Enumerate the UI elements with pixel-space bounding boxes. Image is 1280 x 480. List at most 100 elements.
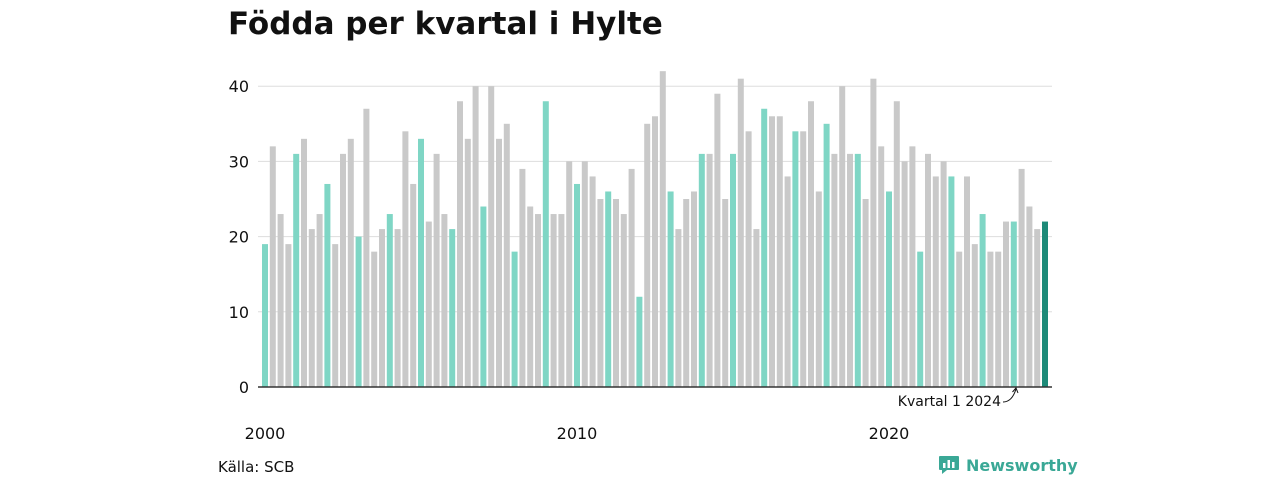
bar bbox=[730, 153, 736, 387]
bar bbox=[433, 153, 440, 387]
bar bbox=[410, 183, 417, 387]
y-tick-label: 20 bbox=[229, 228, 249, 247]
bar bbox=[496, 138, 502, 387]
bar bbox=[1034, 229, 1041, 387]
y-tick-label: 0 bbox=[239, 378, 249, 397]
bar bbox=[574, 183, 580, 387]
bar bbox=[597, 199, 604, 387]
bar bbox=[394, 229, 401, 387]
bar bbox=[464, 138, 471, 387]
bar bbox=[363, 108, 370, 387]
bar bbox=[550, 214, 557, 387]
bar bbox=[652, 116, 658, 387]
bar bbox=[472, 86, 479, 387]
bar bbox=[769, 116, 775, 387]
bar bbox=[558, 214, 565, 387]
bar bbox=[542, 101, 549, 388]
x-tick-label: 2000 bbox=[245, 424, 286, 443]
bar bbox=[457, 101, 463, 388]
bar bbox=[886, 191, 892, 387]
bar bbox=[987, 251, 994, 387]
bar bbox=[644, 123, 651, 388]
bar bbox=[425, 221, 432, 387]
bar bbox=[800, 131, 807, 387]
bar bbox=[964, 176, 970, 387]
bar bbox=[932, 176, 939, 387]
bar bbox=[667, 191, 674, 387]
bar bbox=[893, 101, 900, 388]
bar bbox=[324, 183, 331, 387]
bar bbox=[776, 116, 783, 387]
bar bbox=[316, 214, 323, 387]
bar bbox=[706, 153, 713, 387]
bar bbox=[792, 131, 799, 387]
bar bbox=[925, 153, 931, 387]
bar bbox=[332, 244, 339, 387]
bar bbox=[488, 86, 495, 387]
bar bbox=[269, 146, 276, 387]
bar bbox=[878, 146, 885, 387]
bar bbox=[940, 161, 947, 387]
bar bbox=[480, 206, 487, 387]
bar bbox=[1010, 221, 1017, 387]
annotation-label: Kvartal 1 2024 bbox=[898, 394, 1001, 410]
bar bbox=[285, 244, 292, 387]
bar bbox=[581, 161, 588, 387]
bar bbox=[308, 229, 315, 387]
bar bbox=[1026, 206, 1033, 387]
bar bbox=[839, 86, 846, 387]
bar bbox=[675, 229, 682, 387]
bar bbox=[971, 244, 978, 387]
bar bbox=[901, 161, 908, 387]
bar bbox=[909, 146, 916, 387]
bar bbox=[628, 168, 635, 387]
bar bbox=[1042, 221, 1048, 387]
bar bbox=[854, 153, 861, 387]
bar bbox=[698, 153, 705, 387]
bar bbox=[589, 176, 596, 387]
newsworthy-logo-icon bbox=[939, 456, 959, 474]
bar bbox=[262, 244, 268, 387]
bar bbox=[379, 229, 385, 387]
bar bbox=[527, 206, 534, 387]
y-tick-label: 40 bbox=[229, 77, 249, 96]
y-tick-label: 30 bbox=[229, 152, 249, 171]
bar bbox=[371, 251, 378, 387]
bar bbox=[722, 199, 729, 387]
bar bbox=[862, 199, 869, 387]
brand-logo: Newsworthy bbox=[938, 455, 1078, 475]
chart-title: Födda per kvartal i Hylte bbox=[228, 6, 663, 42]
bar bbox=[301, 138, 307, 387]
bar bbox=[535, 214, 541, 387]
bar bbox=[753, 229, 760, 387]
bar bbox=[847, 153, 853, 387]
bar bbox=[995, 251, 1002, 387]
bar bbox=[519, 168, 526, 387]
bar bbox=[917, 251, 924, 387]
bar bbox=[605, 191, 612, 387]
bar bbox=[636, 296, 643, 387]
bar bbox=[503, 123, 510, 388]
bar bbox=[293, 153, 300, 387]
bar bbox=[613, 199, 619, 387]
bar bbox=[737, 78, 744, 388]
bar bbox=[441, 214, 448, 387]
bar bbox=[691, 191, 697, 387]
bar bbox=[402, 131, 409, 387]
x-tick-label: 2020 bbox=[869, 424, 910, 443]
bar bbox=[277, 214, 284, 387]
bar bbox=[347, 138, 354, 387]
y-tick-label: 10 bbox=[229, 303, 249, 322]
bar bbox=[449, 229, 456, 387]
bar bbox=[620, 214, 627, 387]
bar bbox=[418, 138, 424, 387]
bar bbox=[784, 176, 791, 387]
annotation-arrow bbox=[1002, 388, 1017, 403]
bar bbox=[815, 191, 822, 387]
bar bbox=[1003, 221, 1009, 387]
bar bbox=[714, 93, 721, 387]
bar bbox=[745, 131, 752, 387]
x-tick-label: 2010 bbox=[557, 424, 598, 443]
bar bbox=[1018, 168, 1025, 387]
